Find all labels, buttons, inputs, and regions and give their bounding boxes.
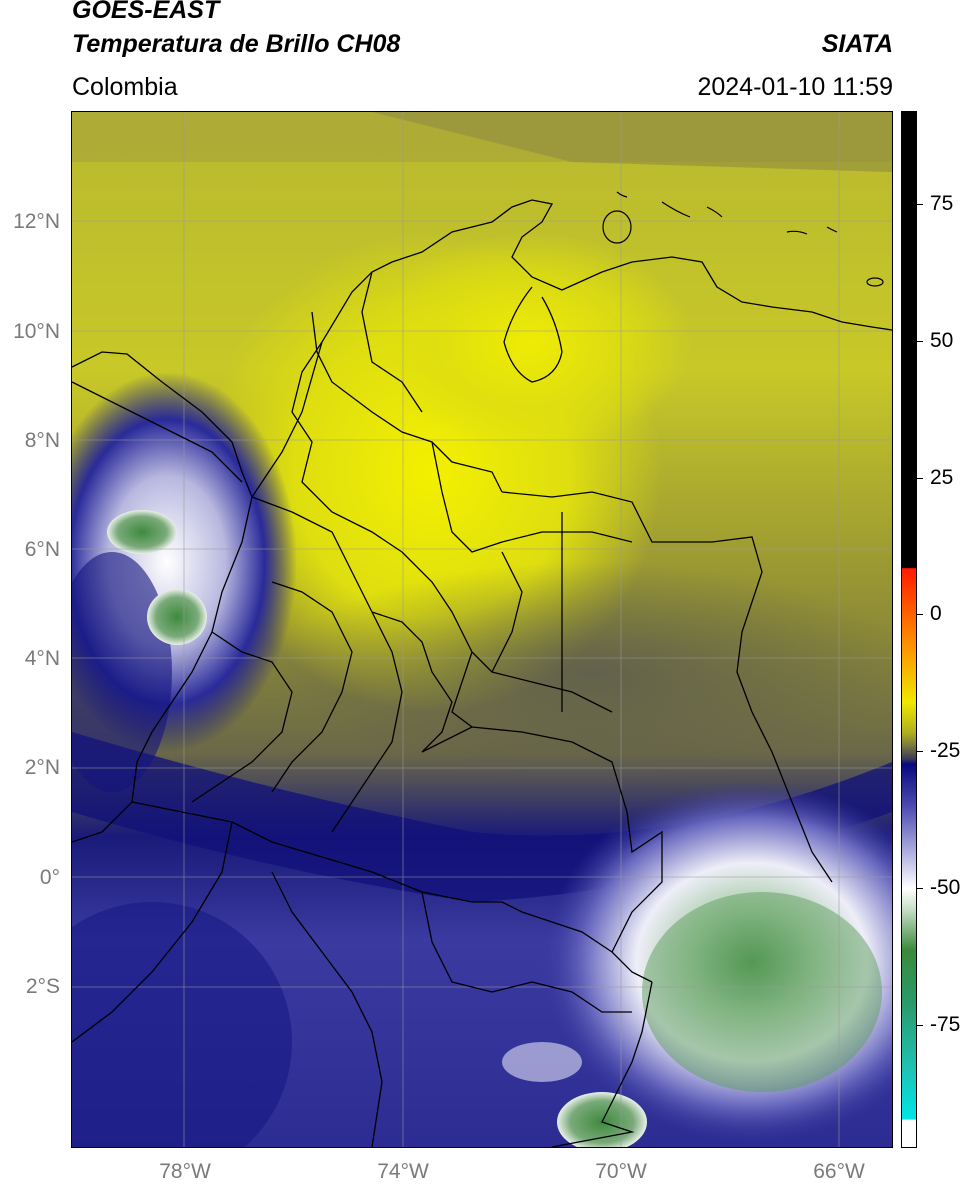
lon-label-66w: 66°W xyxy=(813,1160,865,1183)
lon-label-74w: 74°W xyxy=(377,1160,429,1183)
lon-label-78w: 78°W xyxy=(159,1160,211,1183)
colorbar-gradient xyxy=(902,112,916,1147)
lat-label-8n: 8°N xyxy=(24,429,60,452)
coastlines-and-borders xyxy=(72,199,892,1147)
satellite-map[interactable] xyxy=(71,111,893,1148)
lat-label-2n: 2°N xyxy=(24,756,60,779)
colorbar-tick xyxy=(917,204,923,205)
colorbar-label-minus50: -50 xyxy=(930,876,961,899)
satellite-title: GOES-EAST xyxy=(72,0,220,24)
graticule xyxy=(72,112,892,1147)
lat-label-6n: 6°N xyxy=(24,538,60,561)
colorbar-label-minus25: -25 xyxy=(930,739,961,762)
agency-label: SIATA xyxy=(821,30,893,58)
colorbar-label-minus75: -75 xyxy=(930,1013,961,1036)
colorbar-tick xyxy=(917,478,923,479)
colorbar-label-50: 50 xyxy=(930,329,954,352)
region-label: Colombia xyxy=(72,73,178,101)
brightness-temperature-image xyxy=(72,112,892,1147)
timestamp-label: 2024-01-10 11:59 xyxy=(697,73,893,101)
lat-label-4n: 4°N xyxy=(24,647,60,670)
colorbar-tick xyxy=(917,888,923,889)
lat-label-2s: 2°S xyxy=(25,975,60,998)
colorbar-label-25: 25 xyxy=(930,466,954,489)
colorbar-tick xyxy=(917,614,923,615)
colorbar xyxy=(901,111,917,1148)
lat-label-10n: 10°N xyxy=(13,320,60,343)
colorbar-label-0: 0 xyxy=(930,602,942,625)
lat-label-0: 0° xyxy=(39,866,60,889)
colorbar-label-75: 75 xyxy=(930,192,954,215)
colorbar-tick xyxy=(917,341,923,342)
lat-label-12n: 12°N xyxy=(13,210,60,233)
colorbar-tick xyxy=(917,751,923,752)
islands xyxy=(602,191,884,287)
colorbar-tick xyxy=(917,1025,923,1026)
lon-label-70w: 70°W xyxy=(595,1160,647,1183)
product-title: Temperatura de Brillo CH08 xyxy=(72,30,401,58)
